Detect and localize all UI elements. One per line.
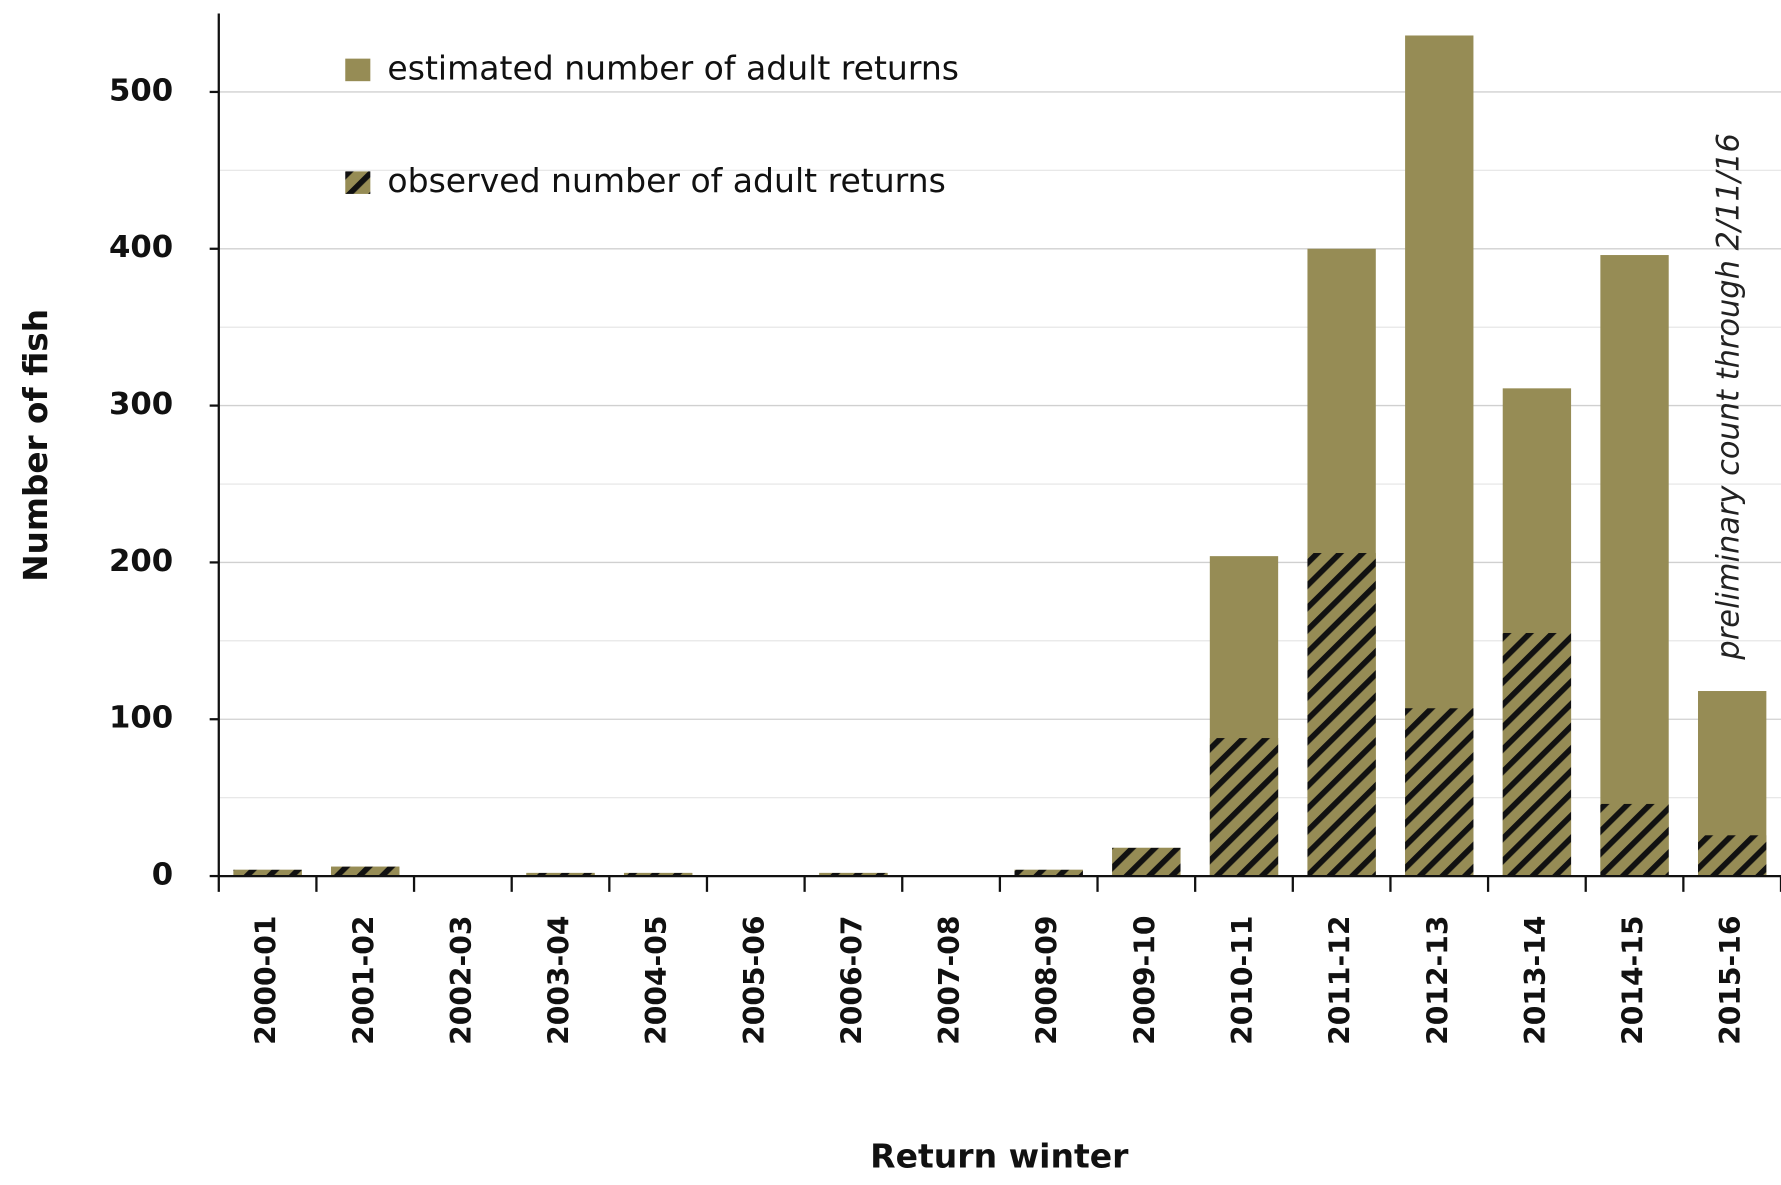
- y-axis-title: Number of fish: [16, 309, 55, 582]
- x-tick-label: 2011-12: [1324, 916, 1357, 1045]
- x-tick-label: 2008-09: [1031, 916, 1064, 1045]
- x-tick-label: 2003-04: [542, 916, 575, 1045]
- bar: [1698, 835, 1767, 877]
- x-tick-label: 2000-01: [250, 916, 283, 1045]
- x-tick-label: 2006-07: [835, 916, 868, 1045]
- x-tick-label: 2007-08: [933, 916, 966, 1045]
- bar: [1014, 869, 1083, 877]
- legend-label: observed number of adult returns: [387, 161, 945, 200]
- y-tick-label: 0: [152, 858, 173, 893]
- x-tick-label: 2009-10: [1128, 916, 1161, 1045]
- x-tick-label: 2014-15: [1616, 916, 1649, 1045]
- bar: [331, 866, 400, 877]
- bar: [1307, 553, 1376, 877]
- bar: [1502, 632, 1572, 877]
- x-tick-label: 2001-02: [347, 916, 380, 1045]
- y-tick-label: 400: [109, 230, 173, 265]
- bar: [1209, 738, 1279, 877]
- x-tick-label: 2002-03: [445, 916, 478, 1045]
- annotation: preliminary count through 2/11/16: [1711, 133, 1746, 660]
- bar: [1112, 847, 1181, 877]
- bar: [819, 872, 888, 877]
- bar: [1405, 708, 1474, 877]
- x-axis-title: Return winter: [870, 1137, 1129, 1176]
- y-tick-label: 200: [109, 544, 173, 579]
- legend-swatch: [345, 171, 371, 194]
- x-tick-label: 2010-11: [1226, 916, 1259, 1045]
- x-tick-label: 2012-13: [1421, 916, 1454, 1045]
- y-tick-label: 100: [109, 701, 173, 736]
- bar: [623, 872, 693, 877]
- bar: [233, 869, 302, 877]
- bar: [526, 872, 595, 877]
- x-tick-label: 2005-06: [738, 916, 771, 1045]
- bar: [1600, 803, 1669, 877]
- y-tick-label: 300: [109, 387, 173, 422]
- x-tick-label: 2015-16: [1714, 916, 1747, 1045]
- legend-label: estimated number of adult returns: [387, 49, 959, 88]
- legend-swatch: [345, 58, 371, 82]
- x-tick-label: 2013-14: [1519, 916, 1552, 1045]
- y-tick-label: 500: [109, 74, 173, 109]
- x-tick-label: 2004-05: [640, 916, 673, 1045]
- bar: [1600, 255, 1669, 877]
